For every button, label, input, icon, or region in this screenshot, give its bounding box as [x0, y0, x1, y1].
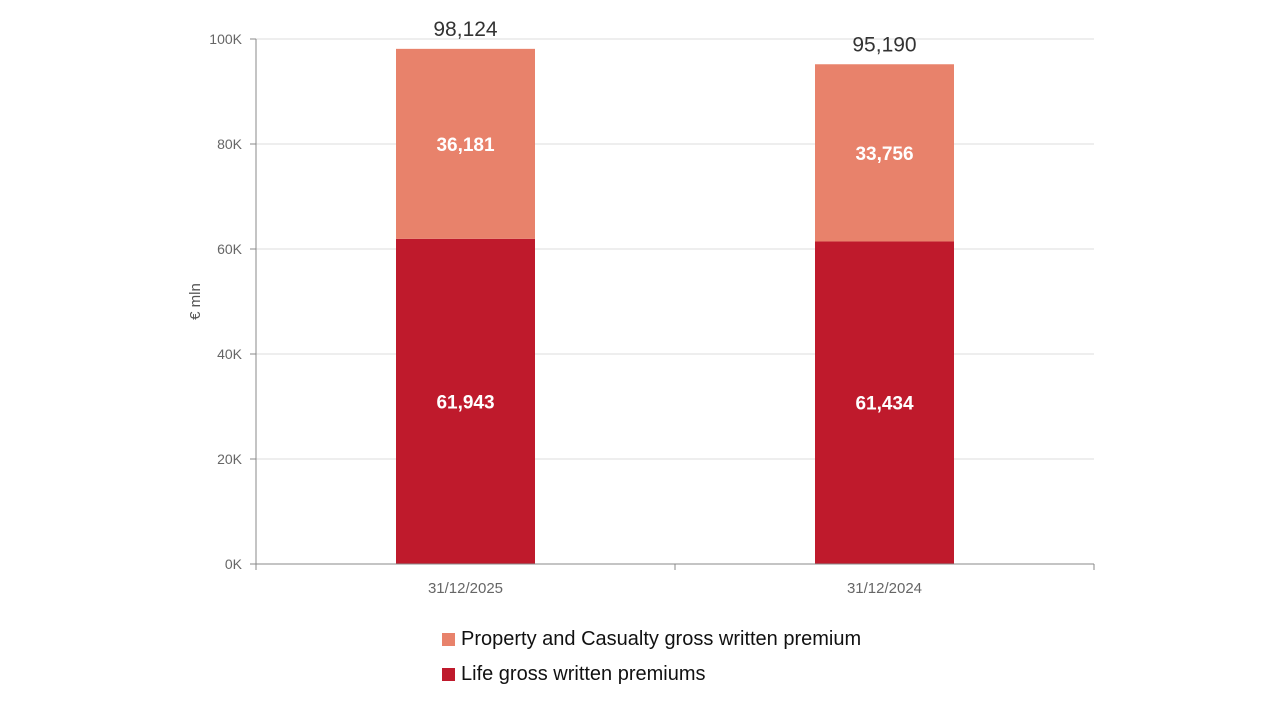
y-tick-label: 80K	[217, 136, 243, 152]
gridlines	[256, 38, 1094, 460]
y-tick-label: 40K	[217, 346, 243, 362]
total-label: 95,190	[852, 33, 916, 56]
labels: 61,943 36,181 98,124 61,434 33,756 95,190	[433, 18, 916, 415]
data-label: 33,756	[855, 144, 913, 165]
bar-segment	[815, 64, 954, 242]
legend-item-pc[interactable]: Property and Casualty gross written prem…	[442, 626, 861, 652]
legend: Property and Casualty gross written prem…	[442, 626, 861, 696]
legend-label-pc: Property and Casualty gross written prem…	[461, 627, 862, 650]
legend-swatch-pc	[442, 632, 455, 646]
y-tick-label: 100K	[209, 31, 242, 47]
y-tick-label: 20K	[217, 451, 243, 467]
y-tick-label: 0K	[225, 556, 243, 572]
y-tick-label: 60K	[217, 241, 243, 257]
legend-swatch-life	[442, 667, 455, 681]
legend-item-life[interactable]: Life gross written premiums	[442, 661, 861, 687]
total-label: 98,124	[433, 18, 498, 41]
legend-label-life: Life gross written premiums	[461, 662, 706, 685]
bar-segment	[815, 241, 954, 564]
bar-segment	[396, 48, 535, 239]
y-axis-label: € mln	[187, 283, 204, 320]
axes: 0K 20K 40K 60K 80K 100K € mln 31/12/2025 31/12/2…	[187, 31, 1095, 597]
bar-segment	[396, 238, 535, 564]
data-label: 61,434	[855, 394, 914, 415]
x-tick-label: 31/12/2024	[847, 580, 922, 597]
data-label: 36,181	[436, 135, 495, 156]
data-label: 61,943	[436, 392, 494, 413]
bars	[396, 48, 954, 564]
x-tick-label: 31/12/2025	[428, 580, 503, 597]
